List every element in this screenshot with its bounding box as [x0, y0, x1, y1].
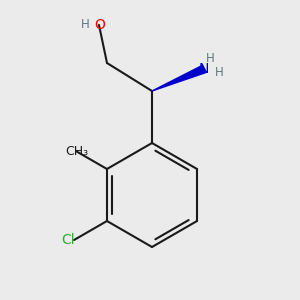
Text: CH₃: CH₃: [65, 145, 88, 158]
Text: Cl: Cl: [61, 233, 75, 247]
Text: N: N: [199, 62, 209, 76]
Text: O: O: [94, 18, 105, 32]
Text: H: H: [206, 52, 215, 64]
Text: H: H: [81, 19, 89, 32]
Polygon shape: [152, 65, 206, 91]
Text: H: H: [215, 65, 224, 79]
